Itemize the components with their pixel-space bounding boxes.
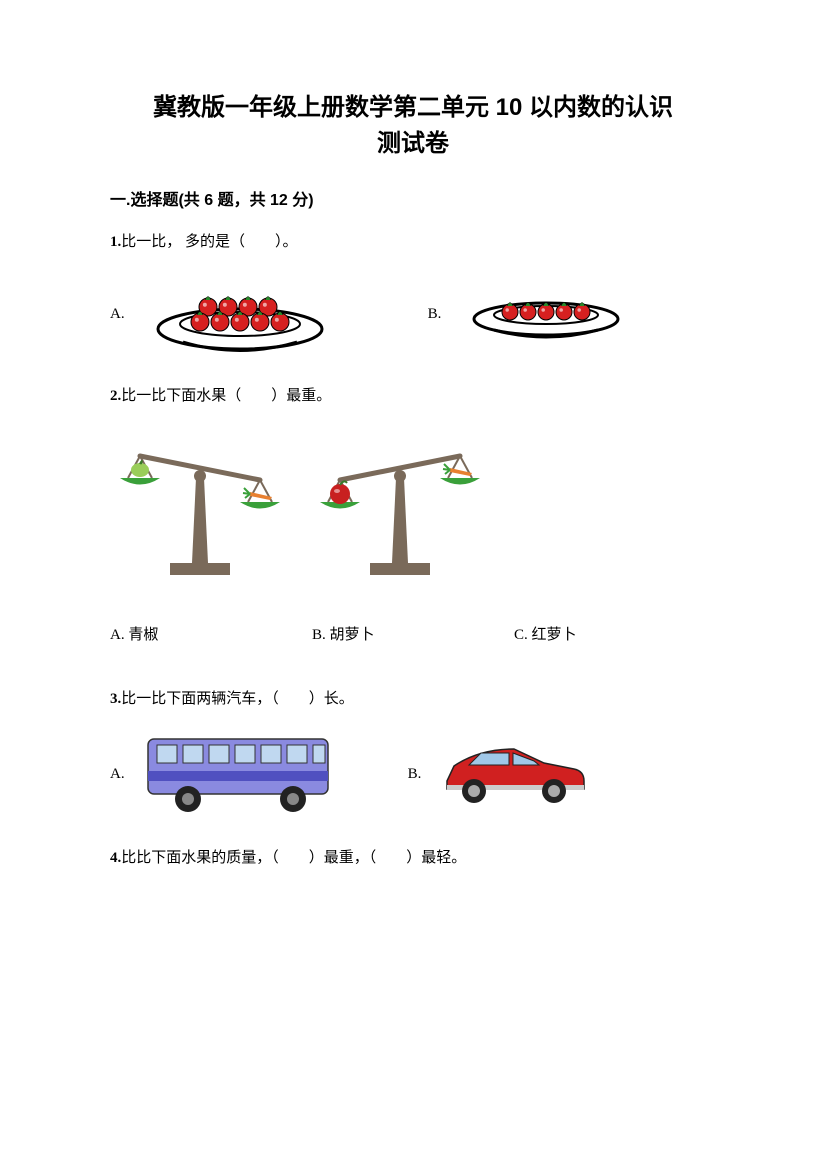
- question-3: 3.比一比下面两辆汽车，（ ）长。 A. B.: [110, 687, 716, 816]
- q3-num: 3.: [110, 691, 121, 707]
- scale-2-icon: [310, 428, 490, 583]
- q1-optA-label: A.: [110, 302, 125, 326]
- q2-options: A. 青椒 B. 胡萝卜 C. 红萝卜: [110, 623, 716, 647]
- q4-body: 比比下面水果的质量，（ ）最重，（ ）最轻。: [121, 850, 466, 866]
- bus-icon: [143, 731, 338, 816]
- q4-num: 4.: [110, 850, 121, 866]
- q2-text: 2.比一比下面水果（ ）最重。: [110, 384, 716, 408]
- question-2: 2.比一比下面水果（ ）最重。 A. 青椒 B. 胡萝卜 C. 红萝卜: [110, 384, 716, 647]
- q3-optA-label: A.: [110, 762, 125, 786]
- title-line-1: 冀教版一年级上册数学第二单元 10 以内数的认识: [110, 90, 716, 126]
- q2-optA: A. 青椒: [110, 623, 312, 647]
- q1-text: 1.比一比， 多的是（ ）。: [110, 230, 716, 254]
- q2-optB: B. 胡萝卜: [312, 623, 514, 647]
- plate-a-icon: [153, 274, 328, 354]
- q3-body: 比一比下面两辆汽车，（ ）长。: [121, 691, 354, 707]
- q1-num: 1.: [110, 234, 121, 250]
- page-title: 冀教版一年级上册数学第二单元 10 以内数的认识 测试卷: [110, 90, 716, 162]
- question-1: 1.比一比， 多的是（ ）。 A. B.: [110, 230, 716, 354]
- q2-num: 2.: [110, 388, 121, 404]
- q2-figures: [110, 428, 716, 583]
- q2-optC: C. 红萝卜: [514, 623, 716, 647]
- scale-1-icon: [110, 428, 290, 583]
- q2-body: 比一比下面水果（ ）最重。: [121, 388, 331, 404]
- q3-text: 3.比一比下面两辆汽车，（ ）长。: [110, 687, 716, 711]
- q1-options: A. B.: [110, 274, 716, 354]
- title-line-2: 测试卷: [110, 126, 716, 162]
- q3-options: A. B.: [110, 731, 716, 816]
- section-1-header: 一.选择题(共 6 题，共 12 分): [110, 186, 716, 210]
- car-icon: [439, 741, 589, 806]
- q1-body: 比一比， 多的是（ ）。: [121, 234, 297, 250]
- question-4: 4.比比下面水果的质量，（ ）最重，（ ）最轻。: [110, 846, 716, 870]
- q3-optB-label: B.: [408, 762, 422, 786]
- plate-b-icon: [469, 284, 624, 344]
- q1-optB-label: B.: [428, 302, 442, 326]
- q4-text: 4.比比下面水果的质量，（ ）最重，（ ）最轻。: [110, 846, 716, 870]
